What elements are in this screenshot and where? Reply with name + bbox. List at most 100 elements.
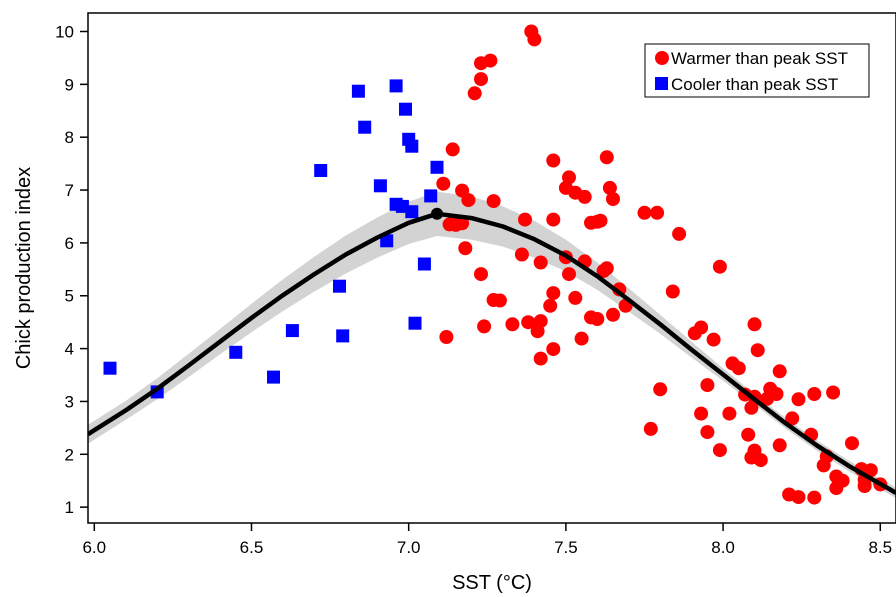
warmer-point — [785, 411, 800, 426]
warmer-point — [826, 385, 841, 400]
warmer-point — [486, 194, 501, 209]
warmer-point — [706, 332, 721, 347]
cooler-point — [405, 139, 419, 153]
cooler-point — [380, 234, 394, 248]
x-axis-label: SST (°C) — [452, 572, 532, 594]
y-tick-label: 1 — [65, 498, 74, 517]
fit-curve — [88, 207, 896, 495]
y-tick-label: 8 — [65, 128, 74, 147]
warmer-point — [712, 259, 727, 274]
y-tick-label: 2 — [65, 445, 74, 464]
warmer-point — [439, 330, 454, 344]
y-tick-label: 3 — [65, 392, 74, 411]
cooler-point — [285, 324, 299, 338]
warmer-point — [546, 212, 561, 227]
warmer-point — [574, 331, 589, 346]
y-tick-label: 9 — [65, 75, 74, 94]
y-tick-label: 6 — [65, 234, 74, 253]
x-tick-label: 8.0 — [711, 538, 735, 557]
warmer-point — [467, 86, 482, 101]
warmer-point — [750, 343, 765, 358]
warmer-point — [829, 481, 844, 496]
warmer-point — [546, 153, 561, 168]
warmer-point — [546, 342, 561, 357]
plot-frame — [87, 12, 896, 524]
warmer-point — [753, 453, 768, 468]
warmer-point — [455, 216, 470, 231]
cooler-point — [358, 120, 372, 134]
cooler-point — [373, 179, 387, 193]
warmer-point — [606, 192, 620, 206]
warmer-point — [700, 425, 715, 440]
warmer-point — [637, 205, 652, 220]
y-axis-ticks: 1 2 3 4 5 6 7 8 9 10 — [55, 22, 88, 517]
warmer-point — [694, 406, 709, 421]
warmer-point — [857, 479, 872, 493]
cooler-point — [229, 345, 243, 359]
warmer-point — [731, 361, 746, 376]
warmer-point — [791, 490, 806, 505]
warmer-point — [458, 241, 473, 256]
warmer-point — [477, 319, 492, 334]
x-tick-label: 8.5 — [868, 538, 892, 557]
warmer-point — [700, 378, 715, 393]
cooler-point — [103, 361, 117, 375]
warmer-point — [518, 212, 532, 227]
warmer-point — [769, 387, 784, 401]
data-points — [103, 24, 888, 505]
cooler-point — [408, 316, 422, 330]
warmer-point — [445, 142, 460, 157]
warmer-point — [461, 193, 476, 208]
warmer-point — [474, 267, 488, 282]
legend-box — [644, 43, 870, 98]
warmer-point — [599, 150, 614, 165]
cooler-point — [333, 279, 346, 293]
warmer-point — [807, 490, 822, 505]
y-tick-label: 7 — [65, 181, 74, 200]
warmer-point — [744, 400, 759, 415]
x-tick-label: 6.0 — [82, 538, 106, 557]
warmer-point — [747, 317, 762, 332]
confidence-band — [88, 191, 896, 499]
warmer-point — [606, 307, 620, 322]
warmer-point — [643, 421, 658, 436]
warmer-point — [474, 72, 488, 87]
warmer-point — [546, 286, 561, 301]
warmer-point — [816, 458, 831, 473]
y-tick-label: 5 — [65, 287, 74, 306]
fit-curve-line — [88, 211, 896, 495]
peak-point — [431, 207, 443, 220]
warmer-point — [772, 364, 787, 379]
cooler-point — [399, 102, 412, 116]
warmer-point — [530, 324, 545, 339]
legend-label-cooler: Cooler than peak SST — [671, 75, 838, 94]
warmer-point — [568, 290, 583, 305]
y-tick-label: 4 — [65, 340, 74, 359]
warmer-point — [533, 255, 548, 270]
warmer-point — [650, 205, 665, 220]
warmer-point — [533, 351, 548, 366]
warmer-point — [712, 443, 727, 458]
warmer-point — [483, 53, 498, 68]
warmer-point — [436, 176, 451, 191]
warmer-point — [590, 312, 605, 326]
warmer-point — [577, 189, 592, 204]
warmer-point — [722, 406, 737, 421]
warmer-point — [527, 32, 542, 47]
cooler-point — [417, 257, 431, 271]
cooler-point — [424, 189, 438, 203]
cooler-point — [351, 84, 365, 98]
warmer-point — [590, 214, 605, 229]
y-axis-label: Chick production index — [13, 167, 35, 369]
cooler-point — [405, 205, 419, 219]
warmer-point — [653, 382, 668, 397]
warmer-point — [514, 247, 529, 262]
legend: Warmer than peak SST Cooler than peak SS… — [644, 43, 870, 98]
warmer-point — [562, 170, 576, 185]
x-tick-label: 7.0 — [397, 538, 421, 557]
warmer-point — [602, 180, 617, 195]
warmer-point — [672, 226, 687, 241]
warmer-point — [687, 326, 702, 341]
warmer-point — [543, 298, 558, 313]
